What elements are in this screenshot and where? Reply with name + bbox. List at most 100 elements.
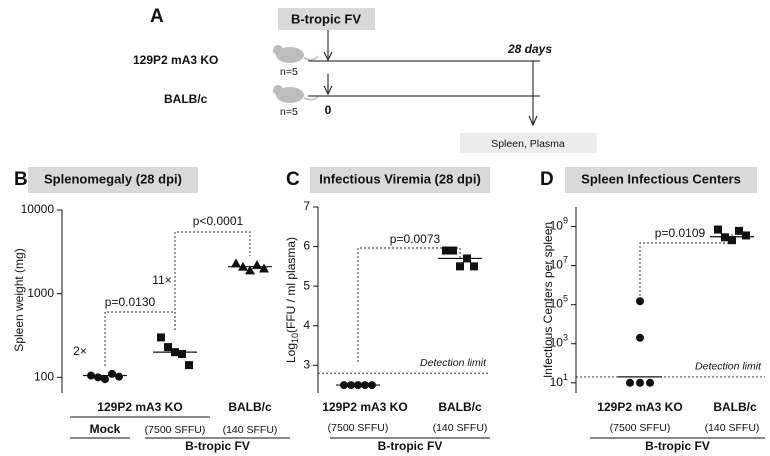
tick-exponent: 5 (563, 294, 568, 304)
panel-letter: B (14, 169, 28, 190)
significance-bracket (174, 231, 251, 330)
point (470, 262, 478, 271)
tick-exponent: 7 (563, 255, 568, 265)
arrow (528, 61, 538, 127)
annotation: p=0.0109 (655, 226, 706, 240)
annotation: p<0.0001 (193, 214, 244, 228)
point (101, 375, 109, 384)
y-tick-label: 109 (550, 216, 568, 233)
y-tick-label: 103 (550, 333, 568, 350)
group-label: B-tropic FV (645, 439, 710, 453)
point (231, 258, 241, 268)
point (626, 378, 634, 387)
annotation: p=0.0073 (390, 232, 441, 246)
strain-label: 129P2 mA3 KO (322, 400, 407, 414)
day-label: 28 days (507, 42, 552, 56)
strain-label: BALB/c (438, 400, 482, 414)
point (728, 236, 736, 245)
panel-letter: D (540, 169, 554, 190)
significance-bracket (639, 232, 733, 296)
point (442, 246, 450, 255)
y-tick-label: 105 (550, 294, 568, 311)
y-label-part: Log (284, 343, 298, 363)
significance-bracket (357, 247, 461, 362)
tick-exponent: 1 (563, 372, 568, 382)
tick-base: 10 (550, 375, 564, 389)
point (636, 378, 644, 387)
panel-title: Infectious Viremia (28 dpi) (319, 171, 481, 186)
panel-letter: A (150, 6, 164, 27)
point (735, 226, 743, 235)
n-label: n=5 (280, 66, 298, 78)
x-category-label: (7500 SFFU) (610, 422, 671, 434)
x-category-label: (7500 SFFU) (145, 424, 206, 436)
y-tick-label: 3 (303, 357, 310, 371)
strain-label: BALB/c (228, 400, 272, 414)
panel-title: Spleen Infectious Centers (581, 171, 741, 186)
tick-exponent: 9 (563, 216, 568, 226)
title-box (28, 167, 198, 193)
y-tick-label: 101 (550, 372, 568, 389)
y-axis-label: Infectious Centers per spleen (541, 222, 555, 378)
point (636, 333, 644, 342)
y-tick-label: 100 (34, 370, 54, 384)
point (259, 263, 269, 273)
y-tick-label: 5 (303, 278, 310, 292)
strain-label: 129P2 mA3 KO (97, 400, 182, 414)
y-tick-label: 107 (550, 255, 568, 272)
x-category-label: Mock (90, 422, 121, 436)
point (245, 265, 255, 275)
point (108, 369, 116, 378)
detection-label: Detection limit (420, 357, 487, 369)
annotation: 2× (73, 344, 87, 358)
point (456, 262, 464, 271)
y-tick-label: 6 (303, 239, 310, 253)
tick-base: 10 (550, 219, 564, 233)
title-box (565, 167, 757, 193)
mouse-icon (273, 45, 319, 103)
point (646, 378, 654, 387)
tick-base: 10 (550, 297, 564, 311)
y-tick-label: 4 (303, 318, 310, 332)
x-category-label: (140 SFFU) (705, 422, 760, 434)
strain-label: 129P2 mA3 KO (597, 400, 682, 414)
point (185, 361, 193, 370)
point (742, 231, 750, 240)
point (252, 260, 262, 270)
treatment-label: B-tropic FV (291, 11, 361, 26)
y-label-sub: 10 (290, 333, 300, 343)
x-category-label: (140 SFFU) (433, 422, 488, 434)
y-tick-label: 7 (303, 199, 310, 213)
point (636, 297, 644, 306)
treatment-box (278, 8, 375, 30)
group-label: 129P2 mA3 KO (133, 53, 218, 67)
point (157, 333, 165, 342)
point (714, 225, 722, 234)
x-category-label: (7500 SFFU) (328, 422, 389, 434)
n-label: n=5 (280, 106, 298, 118)
panel-letter: C (286, 169, 300, 190)
point (94, 373, 102, 382)
x-category-label: (140 SFFU) (223, 424, 278, 436)
title-box (310, 167, 490, 193)
y-tick-label: 10000 (21, 202, 55, 216)
day-label: 0 (325, 103, 332, 117)
y-axis-label: Log10(FFU / ml plasma) (284, 237, 300, 363)
tick-exponent: 3 (563, 333, 568, 343)
point (115, 372, 123, 381)
group-label: B-tropic FV (378, 439, 443, 453)
strain-label: BALB/c (713, 400, 757, 414)
detection-label: Detection limit (695, 361, 762, 373)
tick-base: 10 (550, 336, 564, 350)
arrow (323, 30, 333, 96)
group-label: B-tropic FV (185, 439, 250, 453)
y-tick-label: 1000 (27, 286, 54, 300)
y-axis-label: Spleen weight (mg) (12, 248, 26, 351)
group-label: BALB/c (164, 92, 208, 106)
point (178, 350, 186, 359)
tick-base: 10 (550, 258, 564, 272)
annotation: 11× (152, 273, 171, 287)
panel-title: Splenomegaly (28 dpi) (44, 171, 182, 186)
readout-label: Spleen, Plasma (491, 138, 565, 150)
